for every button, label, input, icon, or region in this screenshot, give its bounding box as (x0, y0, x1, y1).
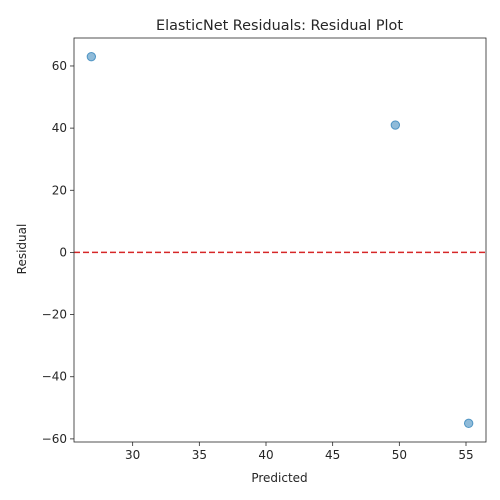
data-point (463, 418, 474, 429)
x-tick-label: 50 (392, 448, 407, 462)
y-tick-label: −60 (42, 432, 67, 446)
y-tick-label: −40 (42, 370, 67, 384)
plot-area: 30 35 40 45 50 55 −60 −40 −20 0 20 40 60 (42, 37, 487, 462)
x-tick-label: 40 (258, 448, 273, 462)
data-point (390, 120, 401, 130)
x-tick-label: 55 (458, 448, 473, 462)
data-point (86, 51, 97, 62)
y-tick-label: 40 (52, 121, 67, 135)
y-axis-label: Residual (15, 224, 29, 275)
y-tick-label: −20 (42, 308, 67, 322)
axes-frame (73, 37, 487, 443)
y-tick-label: 60 (52, 59, 67, 73)
y-tick-label: 0 (59, 245, 67, 259)
y-tick-label: 20 (52, 183, 67, 197)
x-tick-label: 35 (192, 448, 207, 462)
x-tick-label: 45 (325, 448, 340, 462)
x-axis-label: Predicted (251, 471, 307, 485)
x-tick-label: 30 (125, 448, 140, 462)
chart-title: ElasticNet Residuals: Residual Plot (156, 18, 403, 34)
